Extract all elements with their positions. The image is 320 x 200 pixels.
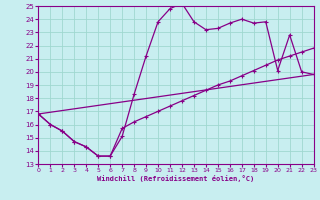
X-axis label: Windchill (Refroidissement éolien,°C): Windchill (Refroidissement éolien,°C) [97,175,255,182]
